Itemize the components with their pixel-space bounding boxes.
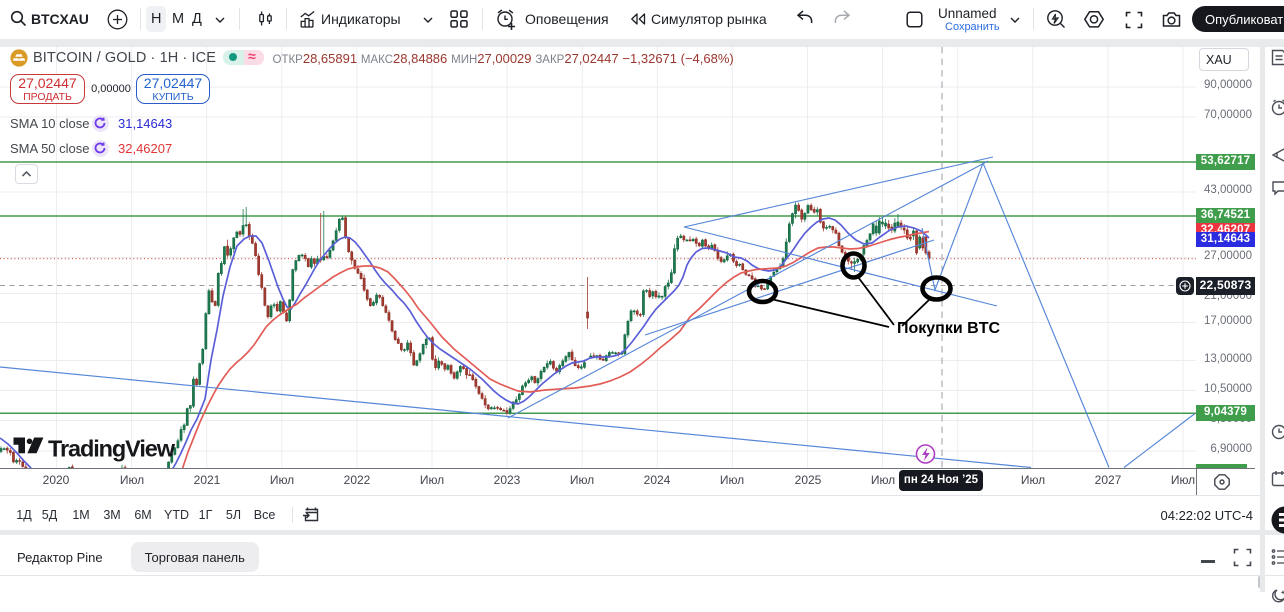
svg-text:TradingView: TradingView <box>48 436 176 462</box>
svg-text:Покупки BTC: Покупки BTC <box>897 320 1000 337</box>
